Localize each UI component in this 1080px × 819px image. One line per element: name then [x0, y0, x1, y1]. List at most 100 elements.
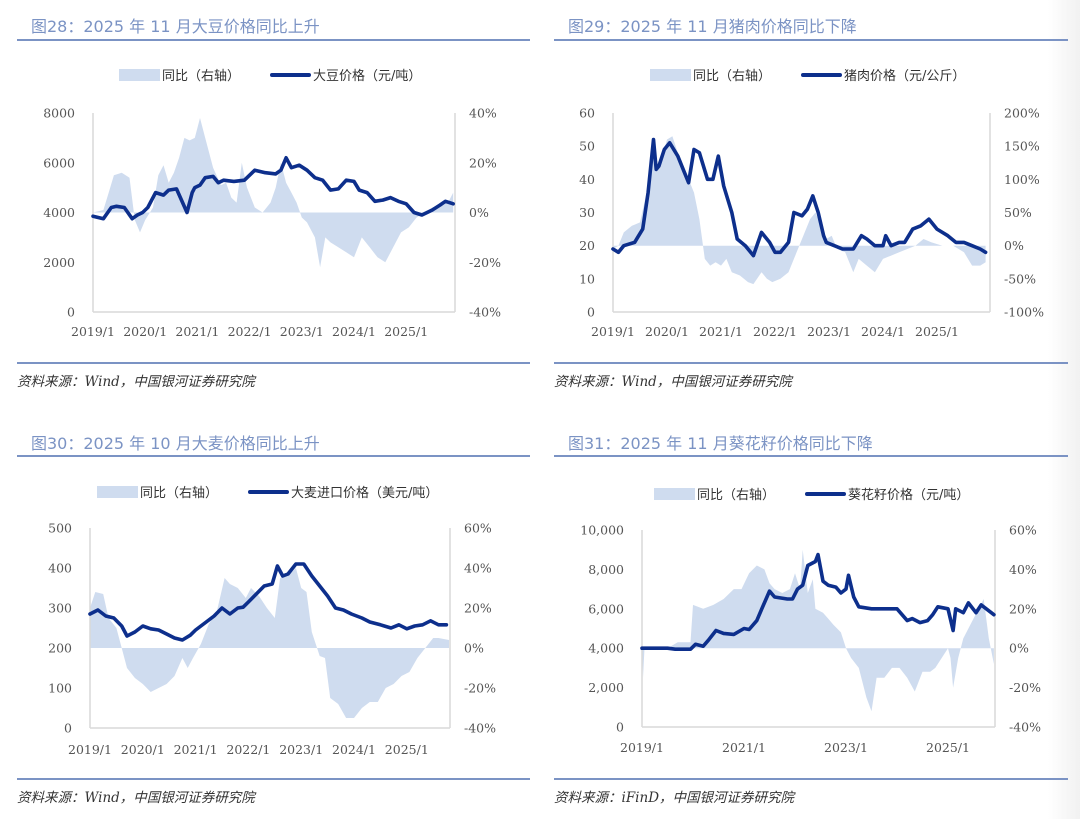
- legend-area-swatch: [654, 487, 695, 500]
- source-rule: [17, 778, 530, 780]
- x-axis-tick-label: 2022/1: [228, 324, 272, 339]
- right-axis-tick-label: 50%: [1004, 205, 1032, 220]
- right-axis-tick-label: 0%: [1009, 641, 1029, 656]
- price-line-series: [640, 552, 996, 652]
- legend-line-swatch: [248, 489, 290, 494]
- left-axis-tick-label: 0: [67, 305, 75, 320]
- source-note: 资料来源：Wind，中国银河证券研究院: [17, 374, 255, 390]
- legend-area-label: 同比（右轴）: [693, 69, 772, 84]
- left-axis-tick-label: 400: [48, 561, 72, 576]
- right-axis-tick-label: 20%: [464, 601, 492, 616]
- yoy-area-series: [93, 118, 454, 268]
- right-axis-tick-label: 40%: [464, 561, 492, 576]
- x-axis-tick-label: 2021/1: [699, 324, 743, 339]
- left-axis-tick-label: 200: [48, 641, 72, 656]
- x-axis-tick-label: 2023/1: [824, 740, 868, 755]
- left-axis-tick-label: 8000: [43, 106, 75, 121]
- chart-legend: 同比（右轴） 猪肉价格（元/公斤）: [650, 65, 965, 84]
- left-axis-tick-label: 2,000: [588, 680, 624, 695]
- yoy-area-series: [90, 568, 449, 718]
- left-axis-tick-label: 8,000: [588, 562, 624, 577]
- left-axis-tick-label: 4000: [43, 205, 75, 220]
- left-axis-tick-label: 6,000: [588, 601, 624, 616]
- left-axis-tick-label: 30: [579, 205, 595, 220]
- left-axis-tick-label: 0: [64, 721, 72, 736]
- title-rule: [554, 39, 1068, 41]
- right-axis-tick-label: -20%: [469, 255, 501, 270]
- left-axis-tick-label: 500: [48, 521, 72, 536]
- x-axis-tick-label: 2019/1: [620, 740, 664, 755]
- source-rule: [554, 362, 1068, 364]
- right-axis-tick-label: 60%: [1009, 523, 1037, 538]
- figure-title: 图30：2025 年 10 月大麦价格同比上升: [31, 434, 320, 453]
- legend-area-label: 同比（右轴）: [697, 488, 776, 503]
- left-axis-tick-label: 10,000: [580, 523, 624, 538]
- x-axis-tick-label: 2025/1: [915, 324, 959, 339]
- legend-area-swatch: [650, 68, 691, 81]
- figure-title: 图31：2025 年 11 月葵花籽价格同比下降: [568, 434, 873, 453]
- figure-title: 图28：2025 年 11 月大豆价格同比上升: [31, 17, 320, 36]
- chart-legend: 同比（右轴） 大豆价格（元/吨）: [119, 65, 421, 84]
- legend-line-label: 大麦进口价格（美元/吨）: [291, 486, 439, 501]
- right-axis-tick-label: 40%: [1009, 562, 1037, 577]
- left-axis-tick-label: 2000: [43, 255, 75, 270]
- left-axis-tick-label: 20: [579, 238, 595, 253]
- x-axis-tick-label: 2024/1: [332, 324, 376, 339]
- source-rule: [554, 778, 1068, 780]
- right-axis-tick-label: 40%: [469, 106, 497, 121]
- right-axis-tick-label: 100%: [1004, 172, 1040, 187]
- x-axis-tick-label: 2021/1: [175, 324, 219, 339]
- right-axis-tick-label: -20%: [1009, 680, 1041, 695]
- x-axis-tick-label: 2019/1: [591, 324, 635, 339]
- right-axis-tick-label: 0%: [469, 205, 489, 220]
- legend-area-swatch: [97, 485, 138, 498]
- title-rule: [17, 455, 530, 457]
- pork-price-chart: 0 10 20 30 40 50 60 -100% -50% 0% 50% 100% 150% 200% 2…: [579, 106, 1044, 340]
- figure-title: 图29：2025 年 11 月猪肉价格同比下降: [568, 17, 857, 36]
- x-axis-tick-label: 2023/1: [279, 742, 323, 757]
- x-axis-tick-label: 2022/1: [226, 742, 270, 757]
- left-axis-tick-label: 0: [616, 720, 624, 735]
- right-axis-tick-label: -100%: [1004, 305, 1044, 320]
- price-line-series: [91, 156, 456, 221]
- x-axis-tick-label: 2019/1: [68, 742, 112, 757]
- right-axis-tick-label: -50%: [1004, 271, 1036, 286]
- left-axis-tick-label: 40: [579, 172, 595, 187]
- right-axis-tick-label: -20%: [464, 681, 496, 696]
- source-note: 资料来源：Wind，中国银河证券研究院: [17, 790, 255, 806]
- legend-line-label: 猪肉价格（元/公斤）: [844, 69, 966, 84]
- right-axis-tick-label: -40%: [469, 305, 501, 320]
- x-axis-tick-label: 2021/1: [722, 740, 766, 755]
- right-axis-tick-label: 200%: [1004, 106, 1040, 121]
- x-axis-tick-label: 2023/1: [280, 324, 324, 339]
- legend-area-label: 同比（右轴）: [162, 69, 241, 84]
- legend-line-swatch: [270, 72, 312, 77]
- right-axis-tick-label: 20%: [1009, 601, 1037, 616]
- legend-line-label: 大豆价格（元/吨）: [313, 69, 422, 84]
- legend-area-swatch: [119, 68, 160, 81]
- legend-area-label: 同比（右轴）: [140, 486, 219, 501]
- right-axis-tick-label: -40%: [464, 721, 496, 736]
- right-axis-tick-label: 150%: [1004, 139, 1040, 154]
- left-axis-tick-label: 100: [48, 681, 72, 696]
- x-axis-tick-label: 2025/1: [385, 742, 429, 757]
- chart-legend: 同比（右轴） 葵花籽价格（元/吨）: [654, 484, 969, 503]
- x-axis-tick-label: 2025/1: [926, 740, 970, 755]
- left-axis-tick-label: 6000: [43, 155, 75, 170]
- source-rule: [17, 362, 530, 364]
- yoy-area-series: [642, 549, 994, 712]
- soybean-price-chart: 0 2000 4000 6000 8000 -40% -20% 0% 20% 40% 2019/1 2…: [43, 106, 501, 340]
- x-axis-tick-label: 2020/1: [121, 742, 165, 757]
- right-axis-tick-label: 20%: [469, 155, 497, 170]
- left-axis-tick-label: 4,000: [588, 641, 624, 656]
- legend-line-label: 葵花籽价格（元/吨）: [848, 488, 970, 503]
- page-edge-shade: [1048, 0, 1080, 819]
- x-axis-tick-label: 2024/1: [332, 742, 376, 757]
- price-line-series: [88, 562, 449, 642]
- legend-line-swatch: [805, 491, 847, 496]
- left-axis-tick-label: 300: [48, 601, 72, 616]
- chart-legend: 同比（右轴） 大麦进口价格（美元/吨）: [97, 482, 438, 501]
- x-axis-tick-label: 2022/1: [753, 324, 797, 339]
- right-axis-tick-label: 60%: [464, 521, 492, 536]
- right-axis-tick-label: 0%: [1004, 238, 1024, 253]
